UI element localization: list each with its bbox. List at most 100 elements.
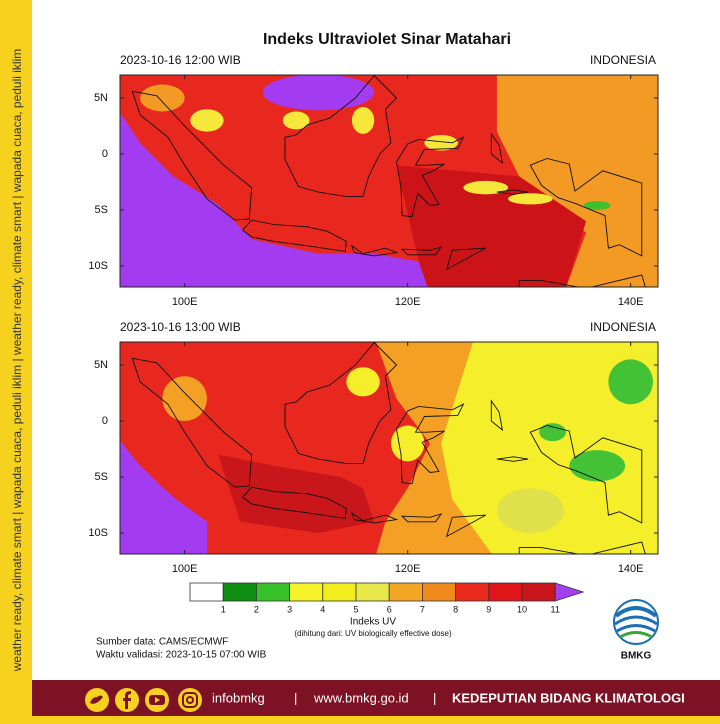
uv-region <box>463 180 509 195</box>
lat-label: 0 <box>102 415 108 427</box>
uv-region <box>190 109 224 132</box>
coastline <box>529 158 643 257</box>
title: Indeks Ultraviolet Sinar Matahari <box>263 31 511 48</box>
uv-region <box>583 201 611 211</box>
map-field <box>120 75 658 287</box>
coastline <box>284 342 398 465</box>
colorbar-swatch <box>322 582 357 602</box>
lon-label: 140E <box>618 563 644 575</box>
lat-label: 0 <box>102 148 108 160</box>
footer-department: KEDEPUTIAN BIDANG KLIMATOLOGI <box>452 690 685 705</box>
uv-region <box>120 112 428 287</box>
colorbar-swatch <box>521 582 556 602</box>
colorbar-note: (dihitung dari: UV biologically effectiv… <box>294 629 452 638</box>
footer-handle[interactable]: infobmkg <box>212 690 265 705</box>
colorbar-swatch <box>488 582 523 602</box>
lat-label: 5N <box>94 92 108 104</box>
colorbar-label: 4 <box>320 604 325 614</box>
colorbar-label: 7 <box>420 604 425 614</box>
coastline <box>400 513 443 523</box>
map-frame <box>119 341 659 555</box>
bmkg-logo: BMKG <box>613 599 659 662</box>
coastline <box>396 403 465 485</box>
colorbar-swatch <box>289 582 324 602</box>
uv-region <box>508 193 553 205</box>
colorbar-swatch <box>455 582 490 602</box>
social-icons <box>85 688 202 712</box>
source: Sumber data: CAMS/ECMWF <box>96 637 228 648</box>
colorbar-label: 9 <box>486 604 491 614</box>
lat-label: 5S <box>95 471 108 483</box>
lat-label: 5S <box>95 204 108 216</box>
coastline <box>445 247 486 271</box>
coastline <box>131 357 253 488</box>
coastline <box>445 514 486 538</box>
lon-label: 100E <box>172 563 198 575</box>
colorbar: 1 2 3 4 5 6 7 8 9 10 11 Indeks UV(dihitung dari: UV… <box>189 582 585 638</box>
colorbar-label: 1 <box>221 604 226 614</box>
footer-website[interactable]: www.bmkg.go.id <box>313 690 409 705</box>
colorbar-label: 2 <box>254 604 259 614</box>
coastline <box>284 75 398 198</box>
uv-region <box>262 75 375 111</box>
uv-region <box>608 359 653 405</box>
colorbar-label: 6 <box>387 604 392 614</box>
side-strip <box>0 0 32 724</box>
panel-time: 2023-10-16 13:00 WIB <box>120 320 241 334</box>
coastline <box>131 90 253 221</box>
uv-region <box>496 75 658 287</box>
map-panel: 2023-10-16 12:00 WIB INDONESIA 5N 0 5S 10S 100… <box>88 53 659 308</box>
uv-region <box>390 425 425 462</box>
uv-region <box>351 106 375 134</box>
colorbar-title: Indeks UV <box>350 617 396 628</box>
instagram-icon[interactable] <box>178 688 202 712</box>
coastline <box>351 244 399 257</box>
coastline <box>396 136 465 218</box>
coastline <box>529 425 643 524</box>
map-panel: 2023-10-16 13:00 WIB INDONESIA 5N 0 5S 10S 100… <box>88 320 659 575</box>
logo-text: BMKG <box>621 651 652 662</box>
coastline <box>496 456 529 462</box>
coastline <box>400 246 443 256</box>
colorbar-swatch <box>222 582 257 602</box>
maps: 2023-10-16 12:00 WIB INDONESIA 5N 0 5S 10S 100… <box>88 53 659 575</box>
coastline <box>518 274 646 287</box>
uv-region <box>162 376 207 421</box>
uv-region <box>539 423 566 442</box>
lat-label: 10S <box>88 260 108 272</box>
uv-region <box>496 488 564 533</box>
colorbar-label: 8 <box>453 604 458 614</box>
colorbar-swatch <box>355 582 390 602</box>
coastline <box>490 399 504 432</box>
uv-region <box>441 342 658 554</box>
map-field <box>120 342 658 554</box>
uv-region <box>282 111 310 130</box>
lon-label: 120E <box>395 296 421 308</box>
footer-separator: | <box>294 690 297 705</box>
side-strip-text: weather ready, climate smart | wapada cu… <box>10 49 24 673</box>
coastline <box>242 486 347 519</box>
coastline <box>242 219 347 252</box>
uv-region <box>346 367 380 397</box>
panel-time: 2023-10-16 12:00 WIB <box>120 53 241 67</box>
footer-stripe <box>32 716 720 724</box>
uv-region <box>569 450 626 482</box>
colorbar-label: 11 <box>551 604 560 614</box>
map-frame <box>119 74 659 288</box>
colorbar-swatch <box>255 582 290 602</box>
lon-label: 140E <box>618 296 644 308</box>
uv-region <box>424 134 458 151</box>
colorbar-swatch <box>189 582 224 602</box>
colorbar-swatch <box>421 582 456 602</box>
lat-label: 10S <box>88 527 108 539</box>
colorbar-label: 5 <box>353 604 358 614</box>
coastline <box>496 189 529 195</box>
coastline <box>518 541 646 554</box>
uv-region <box>140 84 185 112</box>
colorbar-swatch <box>388 582 423 602</box>
lon-label: 100E <box>172 296 198 308</box>
lat-label: 5N <box>94 359 108 371</box>
panel-region: INDONESIA <box>590 53 656 67</box>
colorbar-label: 10 <box>517 604 527 614</box>
